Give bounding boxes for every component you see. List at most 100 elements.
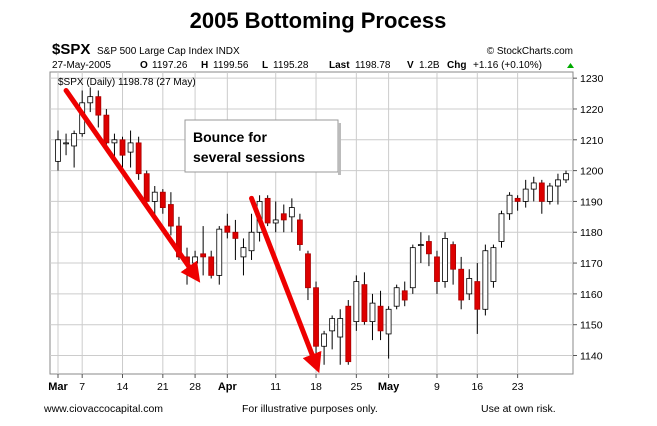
candle <box>103 108 110 150</box>
candle <box>442 232 448 288</box>
candle-body <box>280 213 287 221</box>
y-tick-label: 1210 <box>580 135 604 147</box>
x-tick-label: 9 <box>434 381 440 393</box>
candle-body <box>426 241 432 255</box>
candle-body <box>135 142 142 175</box>
candle-body <box>232 231 239 239</box>
x-tick-label: May <box>378 381 400 393</box>
candle <box>385 306 392 359</box>
change-label: Chg <box>447 60 466 71</box>
candle <box>450 241 457 285</box>
annotation-line-2: several sessions <box>193 149 305 165</box>
candle-body <box>119 139 126 156</box>
candle <box>297 213 303 251</box>
y-tick-label: 1150 <box>580 320 603 332</box>
candle-body <box>192 256 198 264</box>
candle <box>240 238 247 276</box>
candle-body <box>337 318 344 338</box>
candle-body <box>490 247 497 282</box>
candle-body <box>297 219 303 245</box>
candle-body <box>176 225 182 258</box>
candle <box>353 275 360 331</box>
source-credit: © StockCharts.com <box>487 46 573 57</box>
x-tick-label: Mar <box>48 381 68 393</box>
candle <box>143 170 150 205</box>
candle-body <box>417 244 424 246</box>
y-tick-label: 1200 <box>580 166 604 178</box>
candle <box>555 173 561 205</box>
candle-body <box>200 253 207 258</box>
x-tick-label: 14 <box>117 381 129 393</box>
candle <box>329 315 336 350</box>
candle <box>377 290 384 341</box>
candle-body <box>216 228 223 276</box>
x-tick-label: 7 <box>79 381 85 393</box>
candle-body <box>345 305 352 363</box>
annotation-line-1: Bounce for <box>193 129 267 145</box>
candle <box>482 244 489 316</box>
candle-body <box>377 305 384 332</box>
candle <box>369 293 376 341</box>
candle <box>530 176 537 202</box>
candle-body <box>313 287 319 347</box>
candle-body <box>167 204 174 227</box>
high-label: H <box>201 60 208 71</box>
candle <box>280 204 287 233</box>
candle <box>63 133 69 156</box>
y-tick-label: 1170 <box>580 258 603 270</box>
candle <box>248 213 255 260</box>
footer-risk: Use at own risk. <box>481 403 556 415</box>
candle <box>490 244 497 288</box>
volume-value: 1.2B <box>419 60 440 71</box>
candle-body <box>514 197 521 202</box>
chart-legend: $SPX (Daily) 1198.78 (27 May) <box>58 77 196 88</box>
y-tick-label: 1220 <box>580 104 604 116</box>
candle-body <box>546 185 553 202</box>
candle-body <box>151 191 158 202</box>
y-axis-ticks: 1140 1150 1160 1170 1180 1190 1200 1210 1220 1230 <box>573 73 604 363</box>
downtrend-arrow <box>63 87 201 283</box>
candle <box>337 309 344 365</box>
y-tick-label: 1160 <box>580 289 603 301</box>
footer-website: www.ciovaccocapital.com <box>43 403 163 415</box>
candle <box>167 192 174 236</box>
candle <box>87 87 94 113</box>
quote-date: 27-May-2005 <box>52 60 111 71</box>
candle-body <box>288 207 295 218</box>
candle-body <box>127 142 134 153</box>
index-description: S&P 500 Large Cap Index INDX <box>97 46 240 57</box>
candle-body <box>442 238 448 282</box>
low-value: 1195.28 <box>273 60 309 71</box>
candle <box>200 226 207 276</box>
x-tick-label: 25 <box>351 381 363 393</box>
footer-disclaimer: For illustrative purposes only. <box>242 403 378 415</box>
last-label: Last <box>329 60 350 71</box>
candle <box>409 244 416 294</box>
candle-body <box>369 302 376 323</box>
x-tick-label: 16 <box>471 381 483 393</box>
candle-body <box>103 114 110 144</box>
high-value: 1199.56 <box>213 60 249 71</box>
candle <box>288 198 295 233</box>
candle <box>538 179 545 214</box>
candle-body <box>538 182 545 202</box>
candle <box>232 219 239 260</box>
candle-body <box>563 173 569 181</box>
candle-body <box>224 225 231 233</box>
candle-body <box>361 284 368 323</box>
candle-body <box>71 133 78 147</box>
low-label: L <box>262 60 268 71</box>
candle <box>361 272 368 325</box>
x-tick-label: 23 <box>512 381 524 393</box>
last-value: 1198.78 <box>355 60 391 71</box>
candle-body <box>555 179 561 187</box>
chart-title: 2005 Bottoming Process <box>190 8 447 33</box>
candle <box>458 256 465 310</box>
volume-label: V <box>407 60 414 71</box>
candle <box>313 281 319 356</box>
candle <box>159 189 166 214</box>
y-tick-label: 1140 <box>580 351 603 363</box>
candle-body <box>401 290 408 301</box>
candle <box>417 232 424 264</box>
